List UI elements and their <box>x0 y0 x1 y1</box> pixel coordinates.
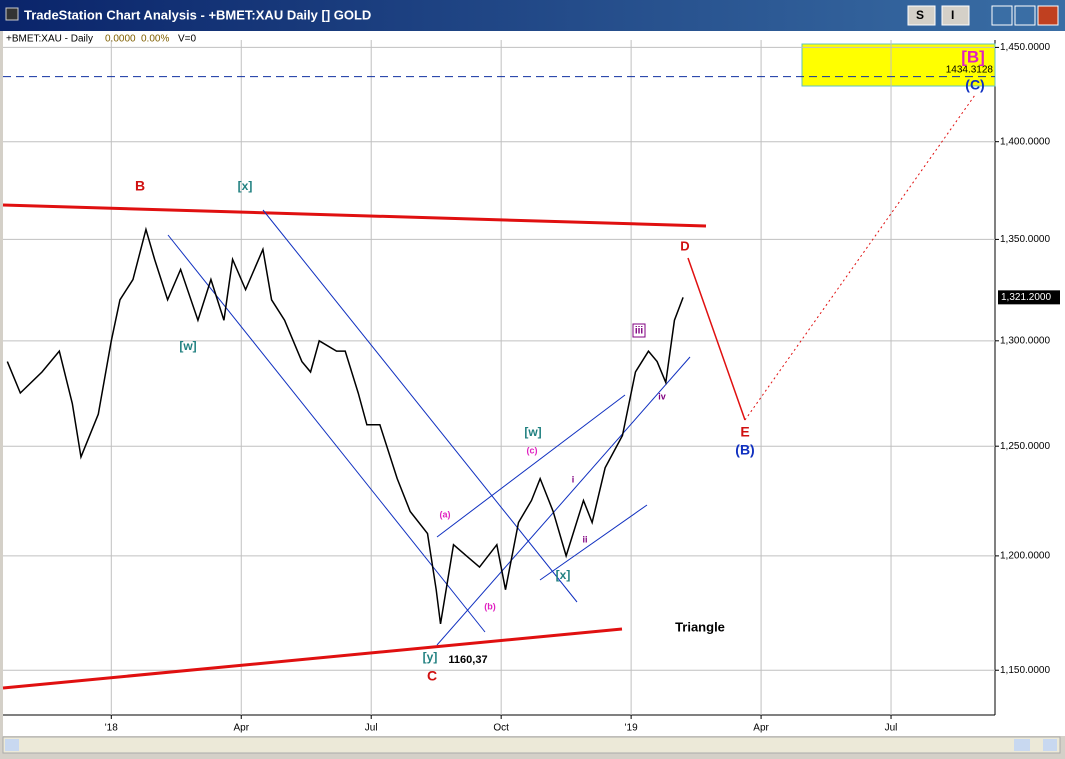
last-price-box <box>998 290 1060 305</box>
wave-label: B <box>135 178 145 194</box>
minimize-button[interactable] <box>991 5 1013 26</box>
x-tick-label: Jul <box>365 723 378 734</box>
maximize-button[interactable] <box>1014 5 1036 26</box>
last-price-label: 1,321.2000 <box>1001 292 1051 303</box>
close-button[interactable] <box>1037 5 1059 26</box>
wave-label: [w] <box>524 425 541 439</box>
wave-label: (C) <box>965 77 984 93</box>
wave-label: iv <box>658 391 666 401</box>
window-title: TradeStation Chart Analysis - +BMET:XAU … <box>24 7 371 22</box>
wave-lines <box>2 94 976 690</box>
target-zone <box>801 43 996 87</box>
symbol-change: 0.00% <box>141 34 169 45</box>
wave-label: iii <box>635 326 644 337</box>
wave-label: [x] <box>556 568 571 582</box>
y-tick-label: 1,300.0000 <box>1000 335 1050 346</box>
app-icon <box>5 7 19 21</box>
level-label: 1434.3128 <box>946 64 994 75</box>
x-tick-label: '19 <box>625 723 638 734</box>
toolbar-button[interactable]: S <box>907 5 936 26</box>
wave-label: Triangle <box>675 619 725 634</box>
wave-label: i <box>572 474 575 484</box>
label-box <box>632 323 646 338</box>
toolbar-button[interactable]: I <box>941 5 970 26</box>
chart-area <box>3 31 1065 736</box>
symbol-price: 0.0000 <box>105 34 136 45</box>
x-tick-label: '18 <box>105 723 118 734</box>
title-bar <box>0 0 1065 31</box>
button-label: S <box>916 8 924 22</box>
y-tick-label: 1,450.0000 <box>1000 42 1050 53</box>
button-label: I <box>951 8 954 22</box>
wave-label: 1160,37 <box>448 654 487 666</box>
wave-label: D <box>680 238 689 253</box>
scroll-thumb[interactable] <box>1014 739 1030 751</box>
x-tick-label: Apr <box>753 723 769 734</box>
scroll-left[interactable] <box>5 739 19 751</box>
wave-label: (c) <box>527 445 538 455</box>
y-tick-label: 1,200.0000 <box>1000 551 1050 562</box>
y-tick-label: 1,250.0000 <box>1000 441 1050 452</box>
wave-label: (b) <box>484 601 496 611</box>
wave-label: (B) <box>735 442 754 458</box>
wave-label: E <box>740 424 749 440</box>
wave-label: [x] <box>238 179 253 193</box>
y-tick-label: 1,150.0000 <box>1000 665 1050 676</box>
wave-label: ii <box>582 534 587 544</box>
y-tick-label: 1,350.0000 <box>1000 234 1050 245</box>
price-line <box>6 226 684 625</box>
symbol-volume: V=0 <box>178 34 197 45</box>
scroll-right[interactable] <box>1043 739 1057 751</box>
x-tick-label: Apr <box>233 723 249 734</box>
wave-label: [y] <box>423 650 438 664</box>
symbol-name: +BMET:XAU - Daily <box>6 34 93 45</box>
wave-label: (a) <box>440 509 451 519</box>
x-tick-label: Jul <box>885 723 898 734</box>
wave-label: C <box>427 668 437 684</box>
scrollbar[interactable] <box>2 736 1061 754</box>
wave-label: [w] <box>179 339 196 353</box>
x-tick-label: Oct <box>493 723 509 734</box>
y-tick-label: 1,400.0000 <box>1000 136 1050 147</box>
wave-label: [B] <box>961 47 985 66</box>
